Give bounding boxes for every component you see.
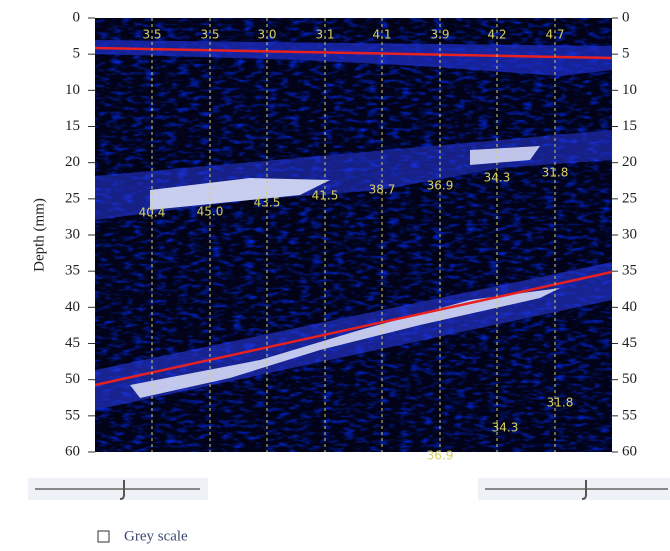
depth-label: 36.9 [427,179,454,193]
y-tick-label: 25 [65,190,80,206]
thickness-label: 3.5 [200,28,219,42]
y-tick-label: 55 [65,407,80,423]
y-tick-label: 5 [73,46,81,62]
left-slider[interactable] [28,478,208,500]
y-tick-label-right: 15 [622,118,637,134]
y-tick-label-right: 60 [622,443,637,459]
echo-band [130,288,560,398]
y-tick-label-right: 5 [622,46,630,62]
y-tick-label-right: 35 [622,263,637,279]
thickness-label: 3.0 [257,28,276,42]
depth-label: 45.0 [197,205,224,219]
depth-label: 34.3 [492,421,519,435]
depth-label: 31.8 [542,166,569,180]
thickness-label: 4.1 [372,28,391,42]
y-tick-label-right: 30 [622,226,637,242]
checkbox[interactable] [97,530,110,543]
y-tick-label-right: 0 [622,9,630,25]
y-tick-label: 0 [73,9,81,25]
y-tick-label: 10 [65,82,80,98]
depth-label: 38.7 [369,183,396,197]
depth-label: 34.3 [484,171,511,185]
y-tick-label-right: 50 [622,371,637,387]
y-tick-label: 20 [65,154,80,170]
y-tick-label-right: 10 [622,82,637,98]
depth-label: 40.4 [139,206,166,220]
echo-band [150,178,330,210]
echo-band [95,40,612,76]
red-line [95,270,612,387]
y-tick-label: 60 [65,443,80,459]
y-tick-label-right: 20 [622,154,637,170]
y-tick-label: 50 [65,371,80,387]
y-tick-label: 40 [65,299,80,315]
y-tick-label: 35 [65,263,80,279]
thickness-label: 4.2 [487,28,506,42]
thickness-label: 3.5 [142,28,161,42]
y-tick-label: 30 [65,226,80,242]
y-tick-label-right: 25 [622,190,637,206]
red-line [95,46,612,60]
depth-label: 31.8 [547,396,574,410]
right-slider[interactable] [478,478,670,500]
thickness-label: 4.7 [545,28,564,42]
echo-band [470,146,540,165]
depth-label: 41.5 [312,189,339,203]
depth-label: 43.5 [254,196,281,210]
y-tick-label: 15 [65,118,80,134]
y-tick-label: 45 [65,335,80,351]
checkbox-label[interactable]: Grey scale [124,528,188,544]
thickness-label: 3.9 [430,28,449,42]
y-tick-label-right: 55 [622,407,637,423]
depth-label: 36.9 [427,449,454,463]
axis-label: Depth (mm) [31,198,47,272]
y-tick-label-right: 40 [622,299,637,315]
thickness-label: 3.1 [315,28,334,42]
y-tick-label-right: 45 [622,335,637,351]
